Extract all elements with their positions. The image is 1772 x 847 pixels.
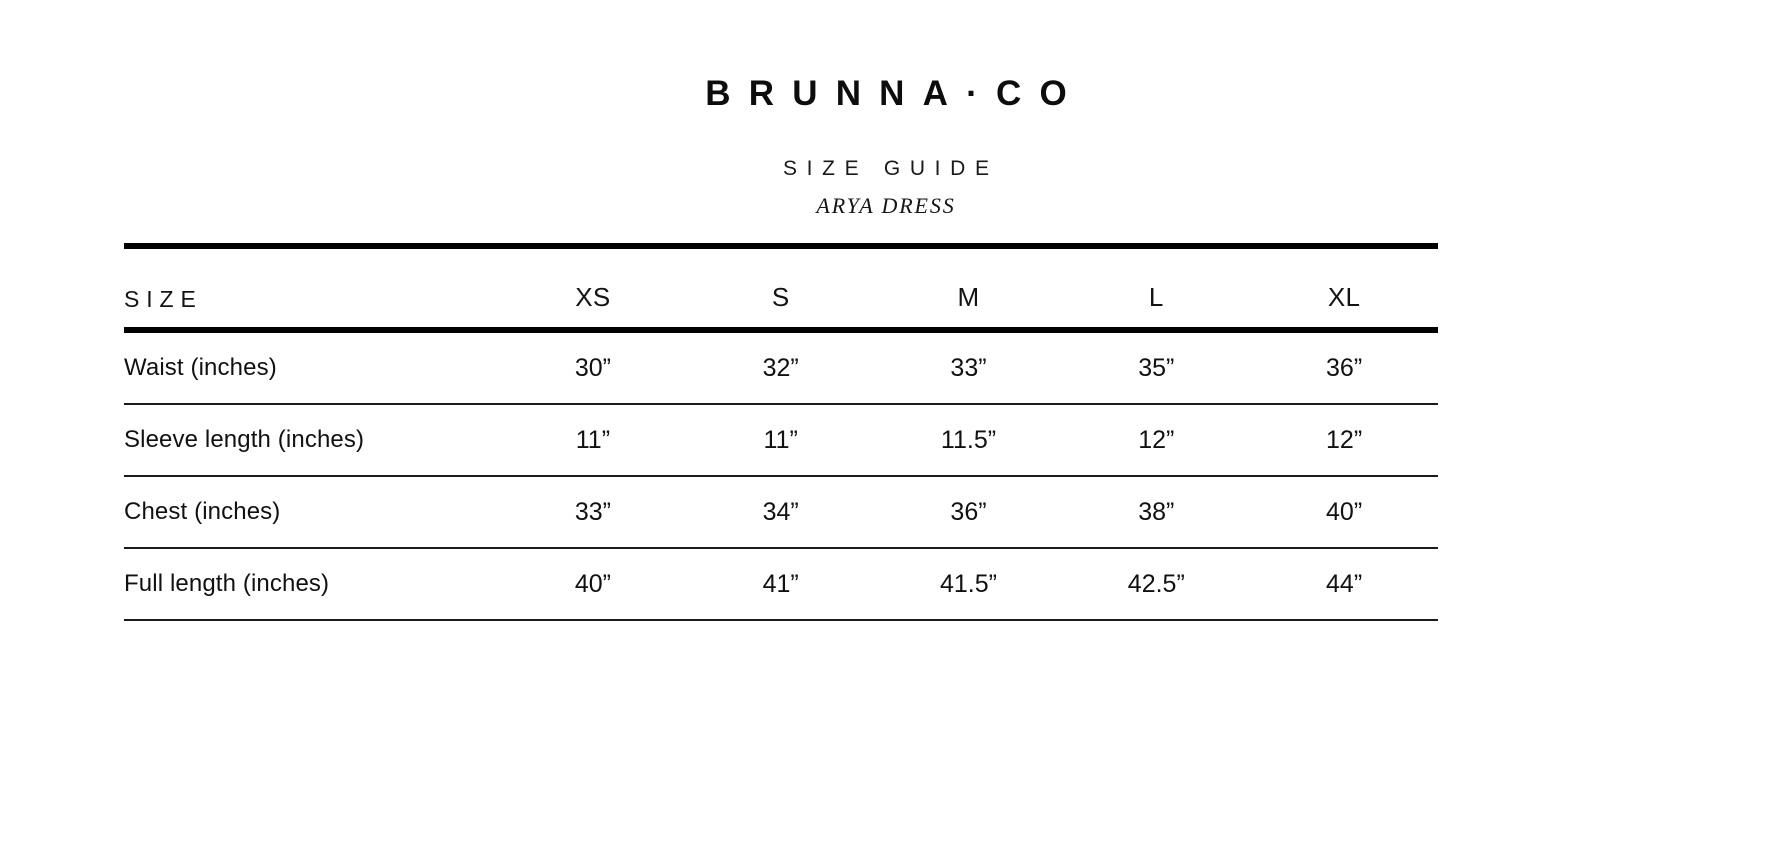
measurement-cell: 44” xyxy=(1250,548,1438,621)
table-row: Full length (inches) 40” 41” 41.5” 42.5”… xyxy=(124,548,1438,621)
size-guide-title: SIZE GUIDE xyxy=(783,157,999,180)
measurement-cell: 42.5” xyxy=(1062,548,1251,621)
table-header-row: SIZE XS S M L XL xyxy=(124,249,1438,333)
table-row: Chest (inches) 33” 34” 36” 38” 40” xyxy=(124,476,1438,549)
column-header-s: S xyxy=(686,249,875,333)
column-header-l: L xyxy=(1062,249,1251,333)
measurement-cell: 36” xyxy=(874,476,1063,549)
measurement-cell: 12” xyxy=(1250,404,1438,477)
size-table-container: SIZE XS S M L XL Waist (inches) 30” 32” … xyxy=(124,243,1438,621)
column-header-xl: XL xyxy=(1250,249,1438,333)
table-row: Sleeve length (inches) 11” 11” 11.5” 12”… xyxy=(124,404,1438,477)
measurement-cell: 40” xyxy=(499,548,687,621)
column-header-size: SIZE xyxy=(124,249,499,333)
column-header-m: M xyxy=(874,249,1063,333)
measurement-cell: 30” xyxy=(499,330,687,405)
measurement-cell: 41” xyxy=(686,548,875,621)
row-label: Chest (inches) xyxy=(124,476,499,549)
row-label: Sleeve length (inches) xyxy=(124,404,499,477)
measurement-cell: 38” xyxy=(1062,476,1251,549)
product-name: ARYA DRESS xyxy=(816,193,956,218)
row-label: Waist (inches) xyxy=(124,330,499,405)
measurement-cell: 41.5” xyxy=(874,548,1063,621)
measurement-cell: 34” xyxy=(686,476,875,549)
measurement-cell: 33” xyxy=(874,330,1063,405)
measurement-cell: 32” xyxy=(686,330,875,405)
measurement-cell: 12” xyxy=(1062,404,1251,477)
size-chart-body: Waist (inches) 30” 32” 33” 35” 36” Sleev… xyxy=(124,330,1438,621)
size-chart-table: SIZE XS S M L XL Waist (inches) 30” 32” … xyxy=(124,243,1438,621)
measurement-cell: 36” xyxy=(1250,330,1438,405)
brand-wordmark: BRUNNA·CO xyxy=(705,74,1085,113)
measurement-cell: 35” xyxy=(1062,330,1251,405)
measurement-cell: 11” xyxy=(499,404,687,477)
measurement-cell: 40” xyxy=(1250,476,1438,549)
row-label: Full length (inches) xyxy=(124,548,499,621)
masthead: BRUNNA·CO SIZE GUIDE ARYA DRESS xyxy=(0,0,1772,217)
measurement-cell: 11.5” xyxy=(874,404,1063,477)
table-row: Waist (inches) 30” 32” 33” 35” 36” xyxy=(124,330,1438,405)
measurement-cell: 33” xyxy=(499,476,687,549)
column-header-xs: XS xyxy=(499,249,687,333)
measurement-cell: 11” xyxy=(686,404,875,477)
